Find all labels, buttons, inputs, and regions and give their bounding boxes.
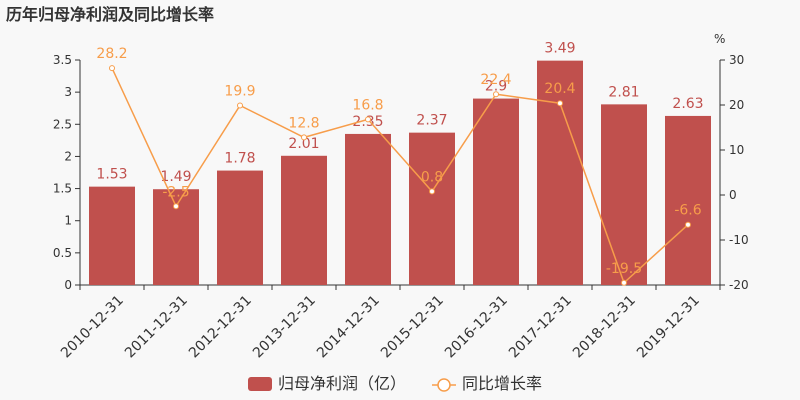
line-value-label: 28.2: [96, 46, 127, 62]
line-point: [685, 221, 691, 228]
left-tick-label: 1: [64, 214, 72, 228]
bar: [473, 98, 519, 285]
bar-value-label: 3.49: [544, 41, 575, 57]
legend-line-label: 同比增长率: [462, 374, 542, 393]
line-value-label: 12.8: [288, 115, 319, 131]
bar-value-label: 1.49: [160, 169, 191, 185]
left-tick-label: 2: [64, 149, 72, 163]
line-point: [365, 116, 371, 123]
line-value-label: -19.5: [606, 261, 642, 277]
chart-title: 历年归母净利润及同比增长率: [6, 5, 214, 24]
line-value-label: -2.5: [162, 184, 189, 200]
line-point: [557, 100, 563, 107]
line-point: [429, 188, 435, 195]
x-tick-label: 2018-12-31: [570, 293, 639, 362]
left-tick-label: 0: [64, 278, 72, 292]
bar-value-label: 2.9: [485, 79, 507, 95]
line-point: [621, 279, 627, 286]
x-tick-label: 2010-12-31: [58, 293, 127, 362]
line-point: [109, 65, 115, 72]
line-value-label: 19.9: [224, 83, 255, 99]
line-value-label: -6.6: [674, 203, 701, 219]
bar-value-label: 2.01: [288, 136, 319, 152]
left-tick-label: 3.5: [53, 53, 72, 67]
legend: 归母净利润（亿） 同比增长率: [248, 374, 542, 393]
line-point: [493, 91, 499, 98]
right-tick-label: 30: [729, 53, 744, 67]
x-tick-label: 2013-12-31: [250, 293, 319, 362]
x-tick-label: 2017-12-31: [506, 293, 575, 362]
bar-value-label: 2.37: [416, 113, 447, 129]
bar-value-label: 1.53: [96, 167, 127, 183]
left-tick-label: 3: [64, 85, 72, 99]
bar: [217, 170, 263, 285]
bar: [409, 132, 455, 285]
legend-bar-label: 归母净利润（亿）: [278, 374, 406, 393]
x-tick-label: 2014-12-31: [314, 293, 383, 362]
bar: [665, 115, 711, 285]
right-tick-label: -20: [729, 278, 749, 292]
line-point: [173, 203, 179, 210]
left-tick-label: 2.5: [53, 117, 72, 131]
x-tick-label: 2015-12-31: [378, 293, 447, 362]
bar: [345, 133, 391, 285]
left-tick-label: 0.5: [53, 246, 72, 260]
x-tick-label: 2011-12-31: [122, 293, 191, 362]
line-value-label: 16.8: [352, 97, 383, 113]
bar: [89, 186, 135, 285]
left-tick-label: 1.5: [53, 182, 72, 196]
x-tick-label: 2019-12-31: [634, 293, 703, 362]
line-value-label: 20.4: [544, 81, 575, 97]
line-point: [301, 134, 307, 141]
bar-value-label: 2.81: [608, 84, 639, 100]
x-tick-label: 2012-12-31: [186, 293, 255, 362]
bar-value-label: 1.78: [224, 151, 255, 167]
bar: [537, 60, 583, 286]
line-value-label: 22.4: [480, 72, 511, 88]
bar-value-label: 2.63: [672, 96, 703, 112]
line-series: 28.2 -2.5 19.9 12.8 16.8 0.8 22.4 20.4 -19.5 -6.6: [96, 46, 702, 286]
line-point: [237, 102, 243, 109]
legend-bar-swatch: [248, 377, 272, 391]
right-tick-label: 10: [729, 143, 744, 157]
right-tick-label: 0: [729, 188, 737, 202]
line-value-label: 0.8: [421, 169, 443, 185]
right-axis-unit: %: [714, 32, 725, 46]
growth-rate-line: [111, 67, 689, 285]
bar-series: 1.531.491.782.012.352.372.93.492.812.63: [89, 41, 711, 286]
x-tick-label: 2016-12-31: [442, 293, 511, 362]
bar: [281, 155, 327, 285]
legend-line-marker: [437, 378, 451, 392]
right-tick-label: 20: [729, 98, 744, 112]
bar: [601, 104, 647, 285]
right-tick-label: -10: [729, 233, 749, 247]
